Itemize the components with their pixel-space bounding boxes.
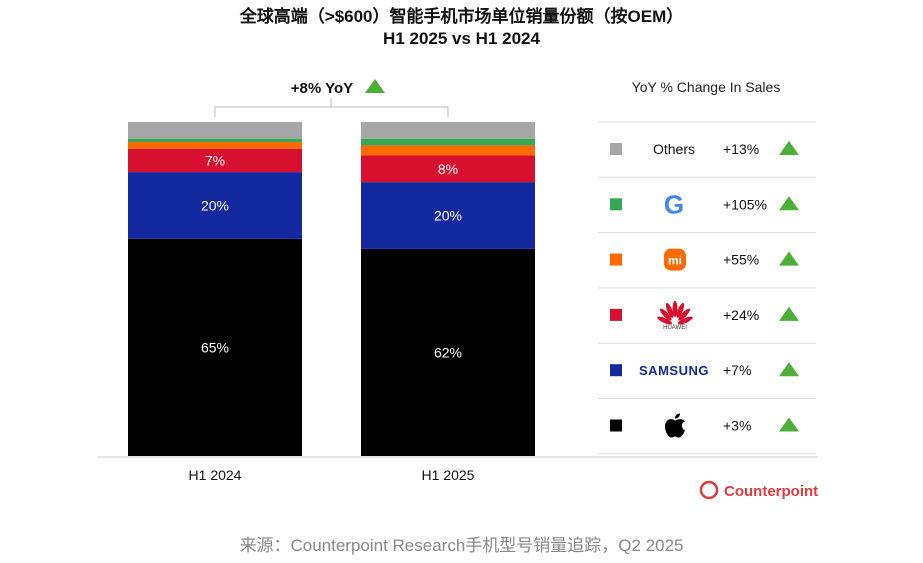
bar-segment-huawei	[361, 155, 535, 183]
bar-segment-samsung	[361, 182, 535, 249]
brand-logo-text: Counterpoint	[724, 483, 818, 500]
legend-title: YoY % Change In Sales	[632, 79, 781, 95]
x-tick-label: H1 2024	[189, 467, 242, 483]
total-yoy-label: +8% YoY	[291, 80, 353, 97]
apple-logo-icon	[665, 413, 685, 438]
data-label: 7%	[205, 152, 225, 168]
bar-segment-samsung	[128, 172, 302, 239]
chart-subtitle: H1 2025 vs H1 2024	[383, 29, 540, 48]
huawei-logo-text: HUAWEI	[663, 325, 687, 331]
data-label: 65%	[201, 339, 229, 355]
up-triangle-icon	[779, 417, 799, 432]
bar-segment-others	[128, 122, 302, 139]
google-logo-icon: G	[664, 189, 684, 219]
huawei-logo-petal	[665, 302, 674, 318]
legend-swatch	[610, 253, 622, 266]
legend-yoy-value: +7%	[723, 362, 751, 378]
bar-segment-apple	[128, 238, 302, 456]
huawei-logo-petal	[660, 308, 672, 321]
legend-yoy-value: +3%	[723, 418, 751, 434]
xiaomi-logo-icon	[664, 248, 686, 271]
bar-segment-xiaomi	[128, 142, 302, 149]
legend-swatch	[610, 364, 622, 377]
bar-segment-xiaomi	[361, 145, 535, 156]
legend-swatch	[610, 308, 622, 321]
bar-segment-apple	[361, 248, 535, 456]
huawei-logo-petal	[676, 302, 685, 318]
legend-yoy-value: +105%	[723, 196, 767, 212]
x-tick-label: H1 2025	[422, 467, 475, 483]
legend-yoy-value: +24%	[723, 307, 759, 323]
data-label: 62%	[434, 344, 462, 360]
data-label: 20%	[201, 198, 229, 214]
up-triangle-icon	[779, 196, 799, 211]
legend-swatch	[610, 419, 622, 432]
up-triangle-icon	[779, 306, 799, 321]
bar-segment-google	[128, 138, 302, 143]
total-bracket	[214, 98, 449, 117]
counterpoint-logo-icon	[699, 480, 719, 500]
legend-swatch	[610, 198, 622, 211]
xiaomi-logo-text: mi	[668, 254, 682, 268]
legend-label-others: Others	[653, 141, 695, 157]
huawei-logo-petal	[657, 316, 673, 325]
data-label: 20%	[434, 208, 462, 224]
data-label: 8%	[438, 161, 458, 177]
legend-yoy-value: +13%	[723, 141, 759, 157]
samsung-logo-icon: SAMSUNG	[639, 363, 709, 378]
legend-swatch	[610, 143, 622, 155]
legend-yoy-value: +55%	[723, 252, 759, 268]
huawei-logo-petal	[678, 308, 690, 321]
up-triangle-icon	[365, 79, 385, 93]
up-triangle-icon	[779, 362, 799, 377]
huawei-logo-petal	[672, 300, 678, 317]
bar-segment-google	[361, 138, 535, 146]
source-note: 来源：Counterpoint Research手机型号销量追踪，Q2 2025	[239, 536, 684, 555]
huawei-logo-petal	[677, 316, 693, 325]
chart-title: 全球高端（>$600）智能手机市场单位销量份额（按OEM）	[239, 7, 684, 26]
up-triangle-icon	[779, 251, 799, 266]
up-triangle-icon	[779, 141, 799, 155]
bar-segment-huawei	[128, 148, 302, 173]
bar-segment-others	[361, 122, 535, 139]
